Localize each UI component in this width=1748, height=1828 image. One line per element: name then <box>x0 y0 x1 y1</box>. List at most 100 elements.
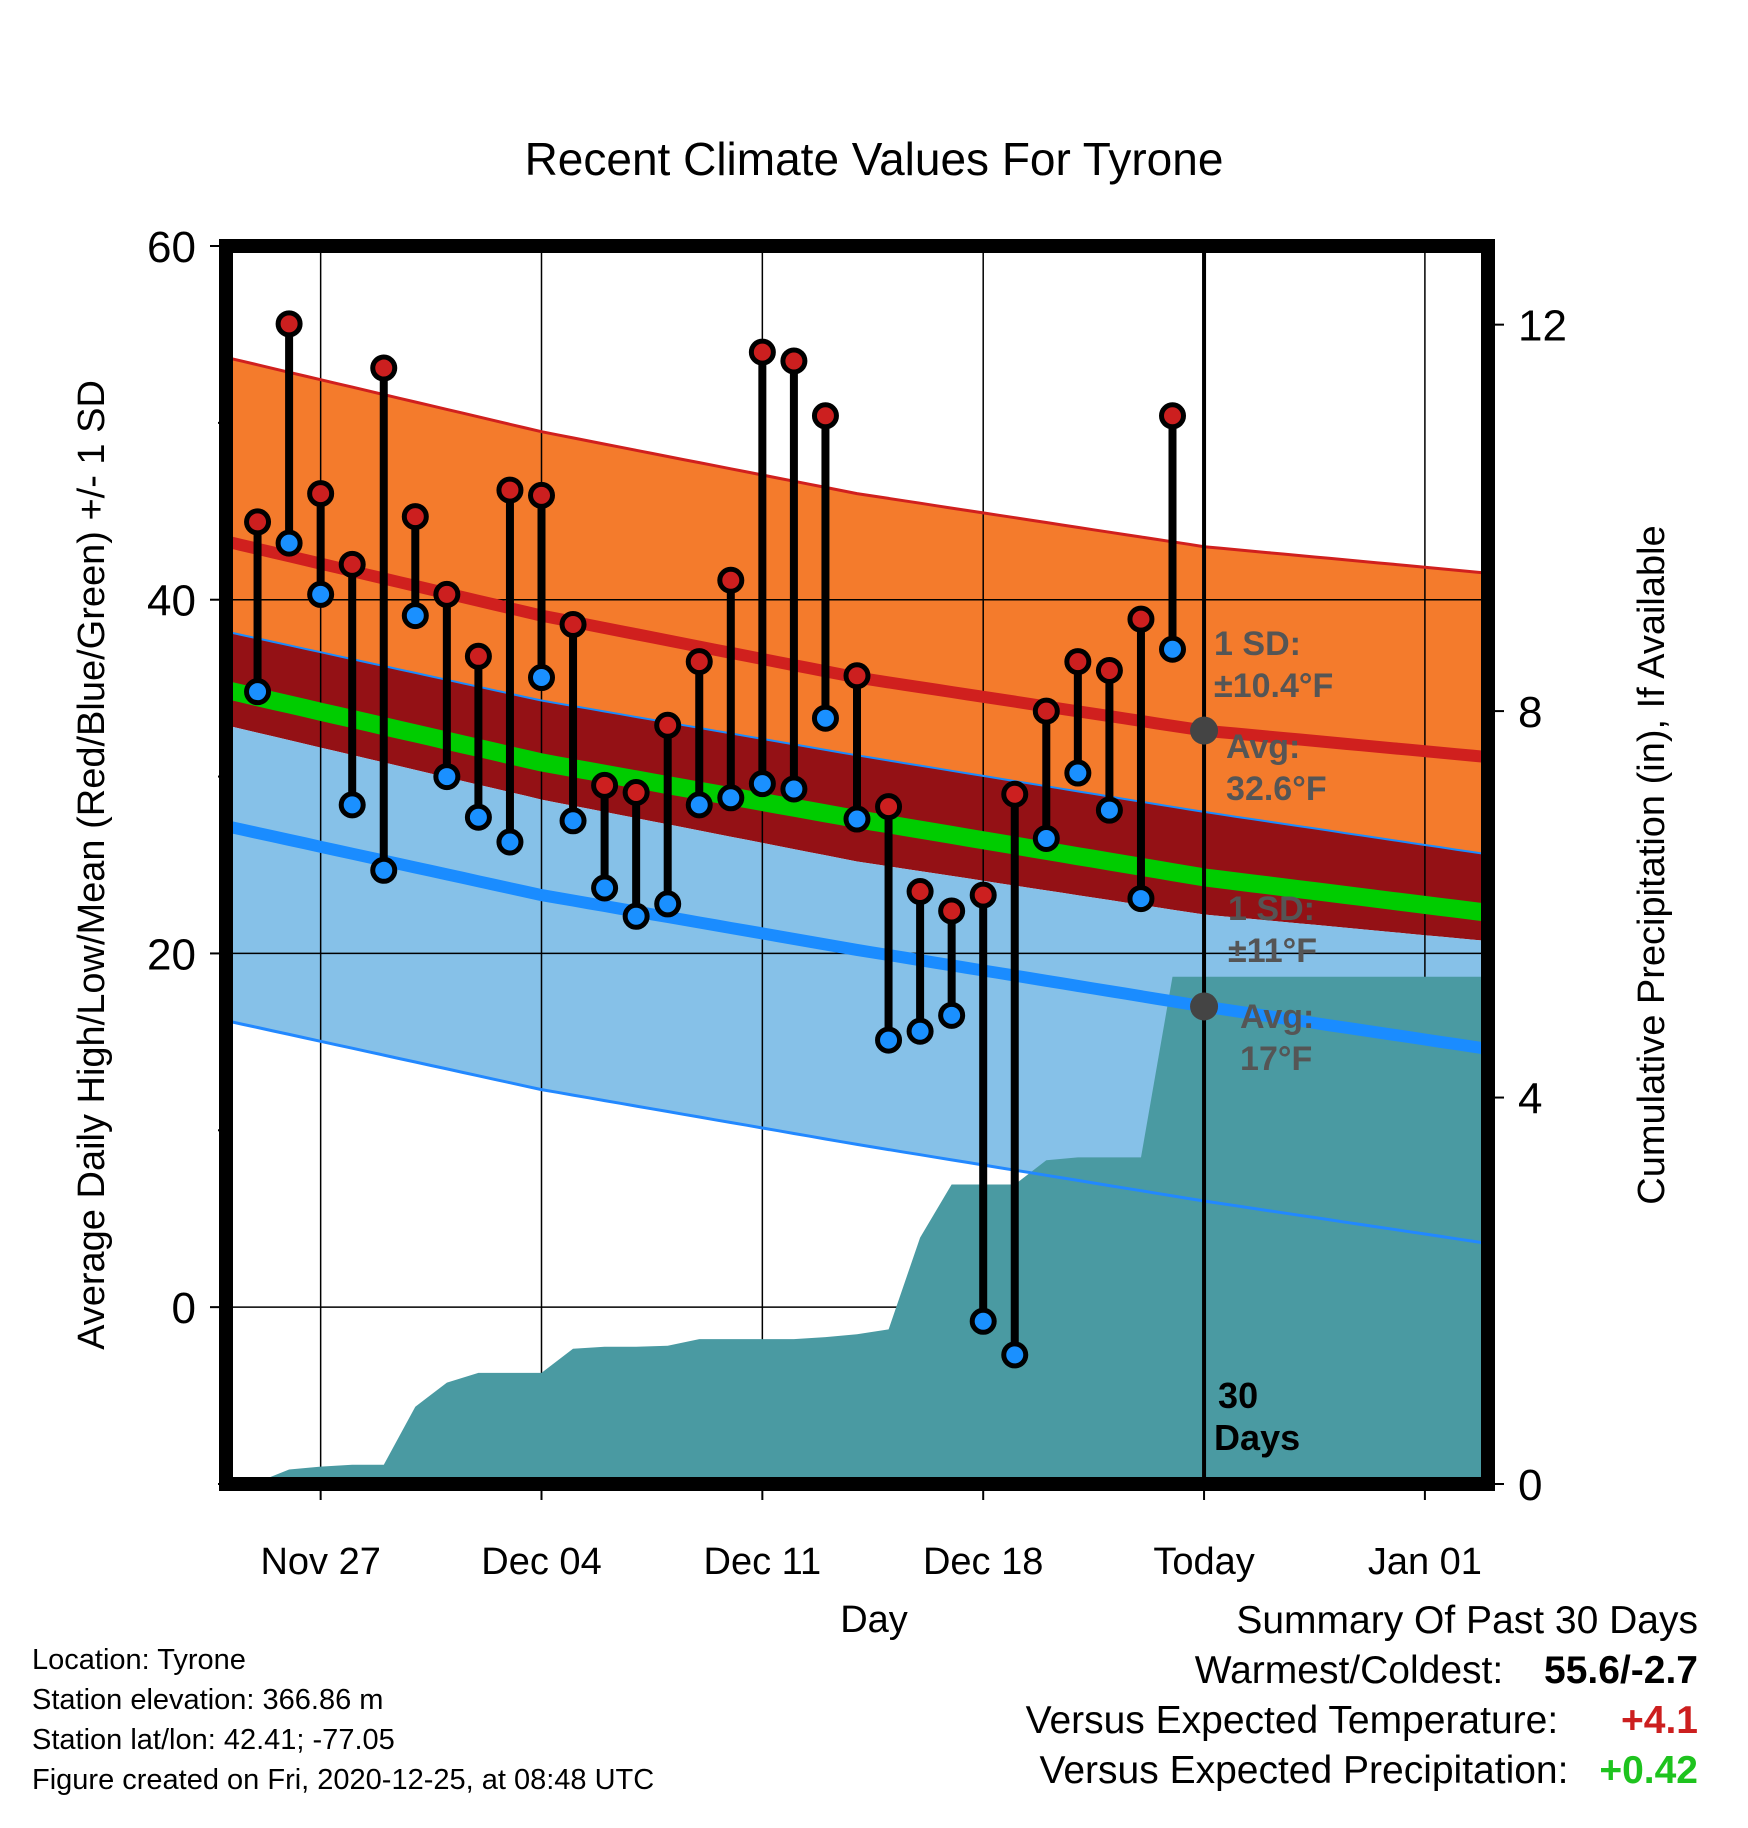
low-temp-point <box>275 529 303 557</box>
low-temp-point <box>906 1017 934 1045</box>
y-tick-label: 40 <box>147 577 196 626</box>
high-temp-point <box>591 771 619 799</box>
high-temp-point <box>433 580 461 608</box>
high-avg-label: Avg: <box>1226 728 1300 766</box>
low-temp-point <box>685 791 713 819</box>
high-temp-point <box>496 476 524 504</box>
figure-created: Figure created on Fri, 2020-12-25, at 08… <box>32 1764 655 1796</box>
x-tick-label: Dec 11 <box>704 1541 822 1583</box>
y-tick-label: 0 <box>172 1284 196 1333</box>
days-label-line: Days <box>1214 1417 1300 1458</box>
high-temp-point <box>717 566 745 594</box>
low-sd-label: 1 SD: <box>1228 890 1315 928</box>
y2-tick-label: 0 <box>1518 1461 1542 1510</box>
summary-panel: Summary Of Past 30 Days Warmest/Coldest:… <box>1026 1596 1698 1796</box>
precip-area <box>226 976 1488 1484</box>
high-temp-point <box>528 481 555 509</box>
low-temp-point <box>780 775 808 803</box>
high-temp-point <box>401 503 429 531</box>
high-temp-point <box>748 338 776 366</box>
days-label-line: 30 <box>1218 1375 1258 1416</box>
low-average-line <box>226 820 1488 1055</box>
x-axis-label: Day <box>840 1599 908 1641</box>
summary-extremes: Warmest/Coldest: 55.6/-2.7 <box>1026 1646 1698 1696</box>
high-temp-point <box>622 778 650 806</box>
high-temp-point <box>1032 697 1060 725</box>
low-temp-point <box>969 1307 997 1335</box>
low-temp-point <box>811 704 839 732</box>
low-temp-point <box>1159 635 1186 663</box>
low-temp-point <box>464 803 492 831</box>
low-temp-point <box>748 770 776 798</box>
high-temp-point <box>1095 656 1123 684</box>
summary-heading: Summary Of Past 30 Days <box>1236 1599 1698 1642</box>
y-tick-label: 60 <box>147 223 196 272</box>
x-tick-label: Dec 04 <box>481 1541 601 1583</box>
low-temp-point <box>1064 759 1092 787</box>
high-temp-point <box>370 354 398 382</box>
low-temp-point <box>401 602 429 630</box>
y2-axis-label: Cumulative Precipitation (in), If Availa… <box>1631 525 1673 1204</box>
high-temp-point <box>1159 402 1186 430</box>
chart-title: Recent Climate Values For Tyrone <box>525 133 1224 185</box>
y-tick-label: 20 <box>147 930 196 979</box>
x-tick-label: Jan 01 <box>1368 1541 1482 1583</box>
axes: Recent Climate Values For Tyrone 0 20 40 60 0… <box>71 133 1673 1641</box>
high-temp-point <box>464 642 492 670</box>
precip-series <box>226 976 1488 1484</box>
high-temp-point <box>938 897 966 925</box>
station-elevation: Station elevation: 366.86 m <box>32 1684 384 1716</box>
high-sd-value: ±10.4°F <box>1214 667 1333 705</box>
high-temp-point <box>338 550 366 578</box>
low-avg-value: 17°F <box>1240 1040 1312 1078</box>
x-tick-label: Nov 27 <box>260 1541 380 1583</box>
low-temp-point <box>370 856 398 884</box>
y2-tick-label: 4 <box>1518 1075 1542 1124</box>
low-temp-point <box>591 874 619 902</box>
y2-tick-label: 12 <box>1518 302 1567 351</box>
high-temp-point <box>685 648 713 676</box>
x-tick-label: Dec 18 <box>923 1541 1043 1583</box>
low-temp-point <box>307 580 335 608</box>
today-low-avg-marker <box>1190 992 1219 1021</box>
summary-extremes-label: Warmest/Coldest: <box>1194 1649 1504 1692</box>
low-temp-point <box>622 902 650 930</box>
low-temp-point <box>717 784 745 812</box>
observations <box>244 310 1186 1369</box>
summary-temp: Versus Expected Temperature: +4.1 <box>1026 1696 1698 1746</box>
high-temp-point <box>811 402 839 430</box>
high-temp-point <box>843 662 871 690</box>
low-temp-point <box>654 890 682 918</box>
high-temp-point <box>1001 780 1029 808</box>
station-info: Location: Tyrone Station elevation: 366.… <box>32 1640 654 1800</box>
summary-precip-label: Versus Expected Precipitation: <box>1039 1749 1569 1792</box>
plot-frame <box>219 239 1495 1491</box>
low-temp-point <box>338 791 366 819</box>
low-temp-point <box>1127 885 1155 913</box>
high-sd-label: 1 SD: <box>1214 625 1301 663</box>
low-temp-point <box>843 805 871 833</box>
summary-extremes-value: 55.6/-2.7 <box>1544 1649 1698 1692</box>
high-temp-point <box>906 878 934 906</box>
y-axis-label: Average Daily High/Low/Mean (Red/Blue/Gr… <box>71 380 113 1350</box>
high-temp-point <box>969 881 997 909</box>
low-avg-label: Avg: <box>1240 998 1314 1036</box>
low-temp-point <box>1001 1341 1029 1369</box>
y2-tick-label: 8 <box>1518 688 1542 737</box>
today-high-avg-marker <box>1190 716 1219 745</box>
station-latlon: Station lat/lon: 42.41; -77.05 <box>32 1724 395 1756</box>
high-temp-point <box>275 310 303 338</box>
summary-precip-value: +0.42 <box>1599 1749 1698 1792</box>
station-location: Location: Tyrone <box>32 1644 246 1676</box>
low-temp-point <box>496 828 524 856</box>
high-temp-point <box>780 347 808 375</box>
high-temp-point <box>1064 648 1092 676</box>
low-temp-point <box>1095 796 1123 824</box>
summary-precip: Versus Expected Precipitation: +0.42 <box>1026 1746 1699 1796</box>
plot-border <box>219 239 1495 1491</box>
low-temp-point <box>244 678 272 706</box>
annotations: 1 SD: ±10.4°F Avg: 32.6°F 1 SD: ±11°F Avg: 17°F… <box>1190 625 1333 1458</box>
low-temp-point <box>433 763 461 791</box>
days-label: 30 Days <box>1214 1375 1300 1458</box>
